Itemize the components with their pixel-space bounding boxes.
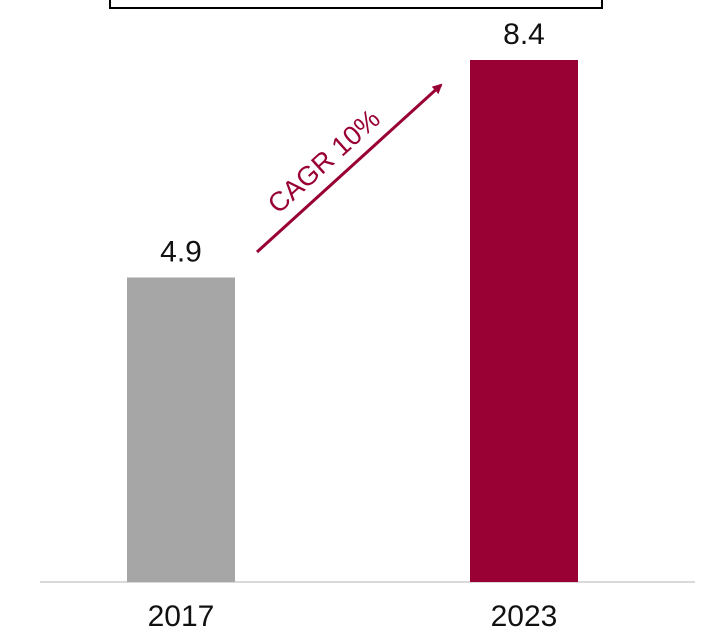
bars-group: [127, 60, 578, 582]
cagr-annotation: CAGR 10%: [262, 103, 386, 219]
category-labels-group: 2017 2023: [148, 600, 558, 633]
top-frame-fragment: [109, 0, 603, 9]
category-label-2017: 2017: [148, 600, 215, 633]
bar-2017: [127, 277, 235, 582]
value-label-2023: 8.4: [503, 18, 545, 51]
bar-2023: [470, 60, 578, 582]
value-label-2017: 4.9: [160, 236, 202, 269]
cagr-arrow: [255, 83, 443, 254]
value-labels-group: 4.9 8.4: [160, 18, 545, 269]
category-label-2023: 2023: [491, 600, 558, 633]
